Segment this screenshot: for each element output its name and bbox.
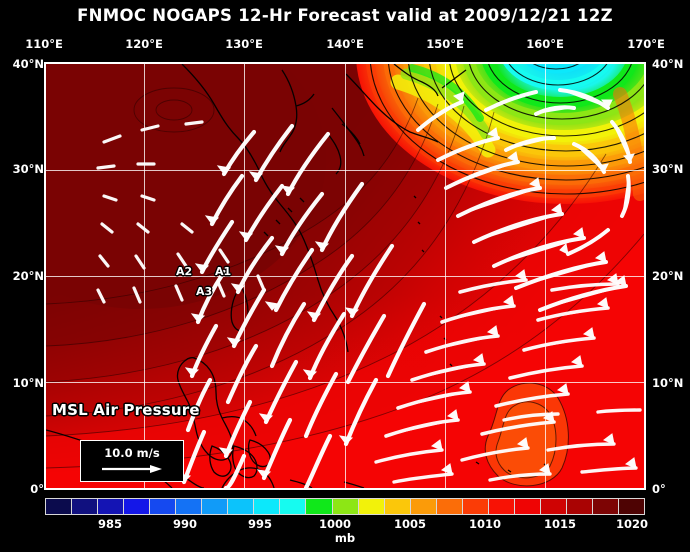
colorbar-segment	[436, 499, 463, 514]
pressure-colorbar[interactable]	[45, 498, 645, 515]
colorbar-unit-label: mb	[334, 531, 356, 545]
lat-tick-right-20n: 20°N	[652, 269, 684, 283]
colorbar-segment	[619, 499, 645, 514]
cbar-tick-1000: 1000	[318, 517, 352, 531]
colorbar-segment	[488, 499, 515, 514]
lat-tick-left-10n: 10°N	[12, 376, 44, 390]
colorbar-segment	[462, 499, 489, 514]
wind-scale-legend: 10.0 m/s	[80, 440, 184, 482]
cbar-tick-1015: 1015	[543, 517, 577, 531]
colorbar-segment	[384, 499, 411, 514]
gridline-lat-30n	[46, 170, 644, 171]
colorbar-segment	[124, 499, 151, 514]
colorbar-segment	[98, 499, 125, 514]
cbar-tick-990: 990	[172, 517, 198, 531]
lat-tick-right-0: 0°	[652, 482, 666, 496]
forecast-map-plot[interactable]	[44, 62, 646, 490]
gridline-lat-20n	[46, 276, 644, 277]
colorbar-segment	[514, 499, 541, 514]
cbar-tick-985: 985	[97, 517, 123, 531]
annotation-a2: A2	[176, 265, 193, 278]
map-canvas	[46, 64, 644, 488]
colorbar-segment	[150, 499, 177, 514]
lat-tick-right-40n: 40°N	[652, 57, 684, 71]
colorbar-segment	[332, 499, 359, 514]
cbar-tick-995: 995	[247, 517, 273, 531]
colorbar-segment	[254, 499, 281, 514]
lat-tick-left-0: 0°	[30, 482, 44, 496]
colorbar-segment	[280, 499, 307, 514]
colorbar-segment	[176, 499, 203, 514]
annotation-a1: A1	[215, 265, 232, 278]
lon-tick-130e: 130°E	[225, 37, 263, 51]
cbar-tick-1020: 1020	[615, 517, 649, 531]
cbar-tick-1010: 1010	[468, 517, 502, 531]
lon-tick-110e: 110°E	[25, 37, 63, 51]
colorbar-segment	[46, 499, 73, 514]
coastlines	[46, 64, 548, 488]
wind-vectors	[96, 88, 642, 488]
lon-tick-160e: 160°E	[526, 37, 564, 51]
colorbar-segment	[592, 499, 620, 514]
lat-tick-left-30n: 30°N	[12, 162, 44, 176]
cbar-tick-1005: 1005	[393, 517, 427, 531]
pressure-field-svg	[46, 64, 644, 488]
colorbar-segment	[228, 499, 255, 514]
lat-tick-right-30n: 30°N	[652, 162, 684, 176]
colorbar-segment	[540, 499, 567, 514]
colorbar-segment	[566, 499, 593, 514]
lon-tick-120e: 120°E	[125, 37, 163, 51]
lat-tick-left-20n: 20°N	[12, 269, 44, 283]
right-arrow-icon	[102, 464, 162, 473]
field-label: MSL Air Pressure	[52, 401, 200, 419]
page-title: FNMOC NOGAPS 12-Hr Forecast valid at 200…	[77, 6, 613, 25]
lon-tick-170e: 170°E	[627, 37, 665, 51]
lon-tick-140e: 140°E	[326, 37, 364, 51]
colorbar-segment	[306, 499, 333, 514]
colorbar-segment	[358, 499, 385, 514]
colorbar-segment	[72, 499, 99, 514]
wind-scale-label: 10.0 m/s	[104, 446, 160, 461]
annotation-a3: A3	[196, 285, 213, 298]
lat-tick-right-10n: 10°N	[652, 376, 684, 390]
lat-tick-left-40n: 40°N	[12, 57, 44, 71]
gridline-lat-10n	[46, 382, 644, 383]
colorbar-segment	[202, 499, 229, 514]
colorbar-segment	[410, 499, 437, 514]
lon-tick-150e: 150°E	[426, 37, 464, 51]
